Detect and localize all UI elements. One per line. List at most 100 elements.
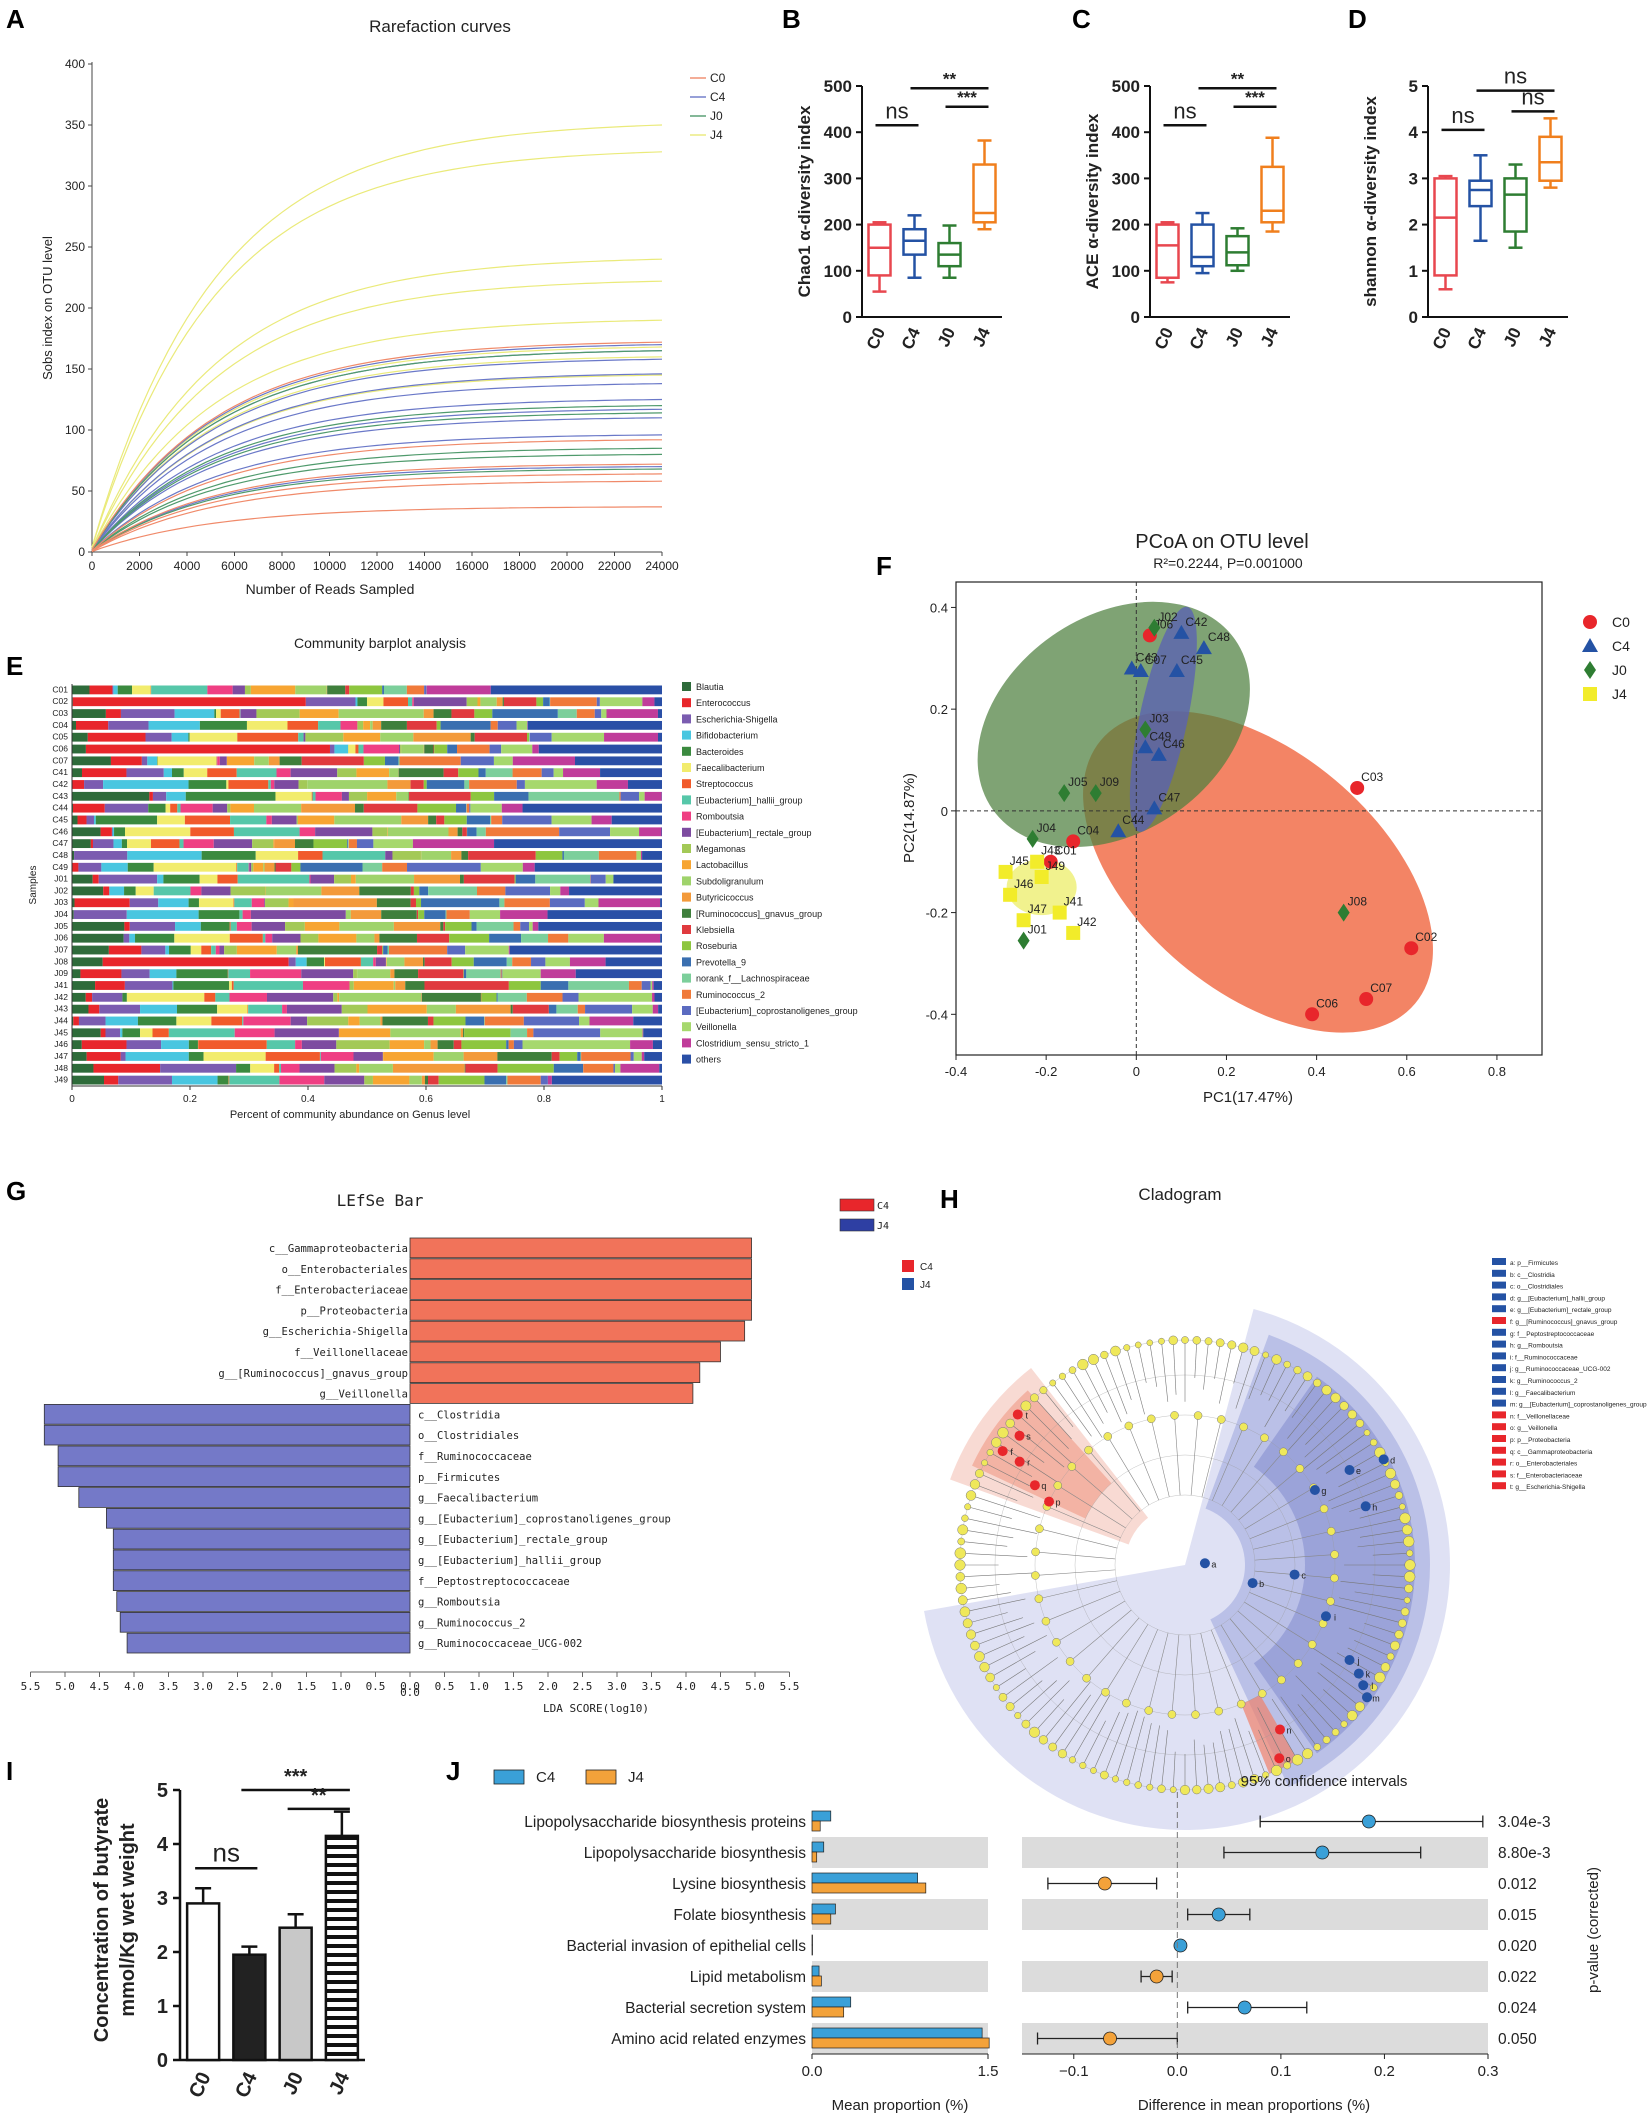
biomarker-node: [1379, 1454, 1389, 1464]
stacked-bar-segment: [639, 792, 645, 801]
stacked-bar-segment: [216, 709, 221, 718]
stacked-bar-segment: [658, 709, 662, 718]
stacked-bar-segment: [298, 851, 322, 860]
stacked-bar-segment: [291, 768, 338, 777]
legend-swatch: [682, 698, 691, 707]
stacked-bar-segment: [99, 1005, 140, 1014]
tree-node: [1327, 1527, 1335, 1535]
bar-label: c__Gammaproteobacteria: [269, 1243, 408, 1255]
tree-node: [1401, 1608, 1409, 1616]
stacked-bar-segment: [351, 910, 381, 919]
x-tick-label: 3.5: [159, 1680, 179, 1693]
tree-node: [1080, 1762, 1087, 1769]
stacked-bar-segment: [124, 934, 130, 943]
stacked-bar-segment: [339, 1028, 390, 1037]
taxa-key-swatch: [1492, 1482, 1506, 1489]
tree-branch: [1150, 1343, 1157, 1387]
stacked-bar-segment: [153, 1028, 169, 1037]
stacked-bar-segment: [359, 1064, 393, 1073]
stacked-bar-segment: [514, 1040, 523, 1049]
stacked-bar-segment: [634, 1052, 642, 1061]
stacked-bar-segment: [251, 686, 295, 695]
stacked-bar-segment: [373, 721, 381, 730]
biomarker-node: [1013, 1409, 1023, 1419]
tree-node: [1405, 1560, 1416, 1571]
stacked-bar-segment: [513, 768, 542, 777]
legend-label: Subdoligranulum: [696, 876, 764, 886]
stacked-bar-segment: [108, 721, 148, 730]
sample-label: J09: [54, 968, 68, 978]
y-axis-label: Chao1 α-diversity index: [795, 105, 814, 297]
stacked-bar-segment: [252, 922, 285, 931]
x-tick-label: 4.0: [124, 1680, 144, 1693]
stacked-bar-segment: [72, 887, 103, 896]
y-tick-label: 50: [72, 484, 86, 498]
stacked-bar-segment: [103, 780, 188, 789]
panel-letter-I: I: [6, 1756, 13, 1786]
stacked-bar-segment: [269, 756, 280, 765]
tree-node: [1314, 1744, 1321, 1751]
stacked-bar-segment: [427, 780, 465, 789]
stacked-bar-segment: [173, 981, 229, 990]
sample-label: J43: [54, 1004, 68, 1014]
stacked-bar-segment: [349, 686, 382, 695]
stacked-bar-segment: [228, 969, 250, 978]
node-label: s: [1026, 1432, 1031, 1442]
x-tick-label: 2.5: [228, 1680, 248, 1693]
stacked-bar-segment: [75, 898, 130, 907]
stacked-bar-segment: [297, 816, 298, 825]
stacked-bar-segment: [477, 887, 505, 896]
legend-label: J0: [710, 109, 723, 123]
stacked-bar-segment: [169, 1028, 235, 1037]
sample-label: C45: [52, 814, 68, 824]
stacked-bar-segment: [452, 957, 474, 966]
stacked-bar-segment: [599, 851, 637, 860]
stacked-bar-segment: [461, 851, 468, 860]
stacked-bar-segment: [348, 745, 355, 754]
sample-label: C41: [52, 767, 68, 777]
stacked-bar-segment: [529, 922, 533, 931]
x-tick-label: J0: [279, 2069, 308, 2098]
y-tick-label: 500: [1112, 77, 1140, 96]
taxa-key-swatch: [1492, 1293, 1506, 1300]
tree-node: [1327, 1597, 1335, 1605]
x-tick-label: J0: [1222, 325, 1247, 350]
stacked-bar-segment: [659, 1064, 662, 1073]
stacked-bar-segment: [253, 863, 263, 872]
y-tick-label: -0.4: [926, 1007, 948, 1022]
stacked-bar-segment: [300, 709, 339, 718]
legend-label: Clostridium_sensu_stricto_1: [696, 1038, 809, 1048]
stacked-bar-segment: [363, 745, 399, 754]
taxa-key-label: g: f__Peptostreptococcaceae: [1510, 1331, 1595, 1338]
stacked-bar-segment: [438, 1040, 454, 1049]
stacked-bar-segment: [248, 1005, 282, 1014]
tree-node: [1032, 1548, 1040, 1556]
stacked-bar-segment: [641, 851, 642, 860]
tree-node: [974, 1652, 984, 1662]
panel-a-rarefaction: Rarefaction curves0501001502002503003504…: [40, 17, 726, 597]
stacked-bar-segment: [374, 934, 379, 943]
rarefaction-curve: [92, 359, 662, 550]
stacked-bar-segment: [93, 839, 113, 848]
tree-node: [993, 1684, 999, 1690]
stacked-bar-segment: [425, 957, 452, 966]
stacked-bar-segment: [444, 816, 466, 825]
legend-label: Prevotella_9: [696, 957, 746, 967]
point-label: C45: [1181, 653, 1203, 667]
stacked-bar-segment: [407, 721, 437, 730]
stacked-bar-segment: [446, 910, 469, 919]
mean-bar-c4: [812, 2028, 982, 2038]
tree-node: [958, 1596, 967, 1605]
tree-node: [1191, 1711, 1199, 1719]
stacked-bar-segment: [149, 792, 153, 801]
stacked-bar-segment: [411, 898, 416, 907]
mean-bar-c4: [812, 1873, 918, 1883]
stacked-bar-segment: [620, 1064, 659, 1073]
stacked-bar-segment: [381, 721, 407, 730]
stacked-bar-segment: [527, 1028, 533, 1037]
y-tick-label: 3: [1409, 169, 1418, 188]
box-body: [1540, 137, 1562, 181]
biomarker-node: [1362, 1692, 1372, 1702]
taxa-key-swatch: [1492, 1352, 1506, 1359]
stacked-bar-segment: [421, 851, 451, 860]
